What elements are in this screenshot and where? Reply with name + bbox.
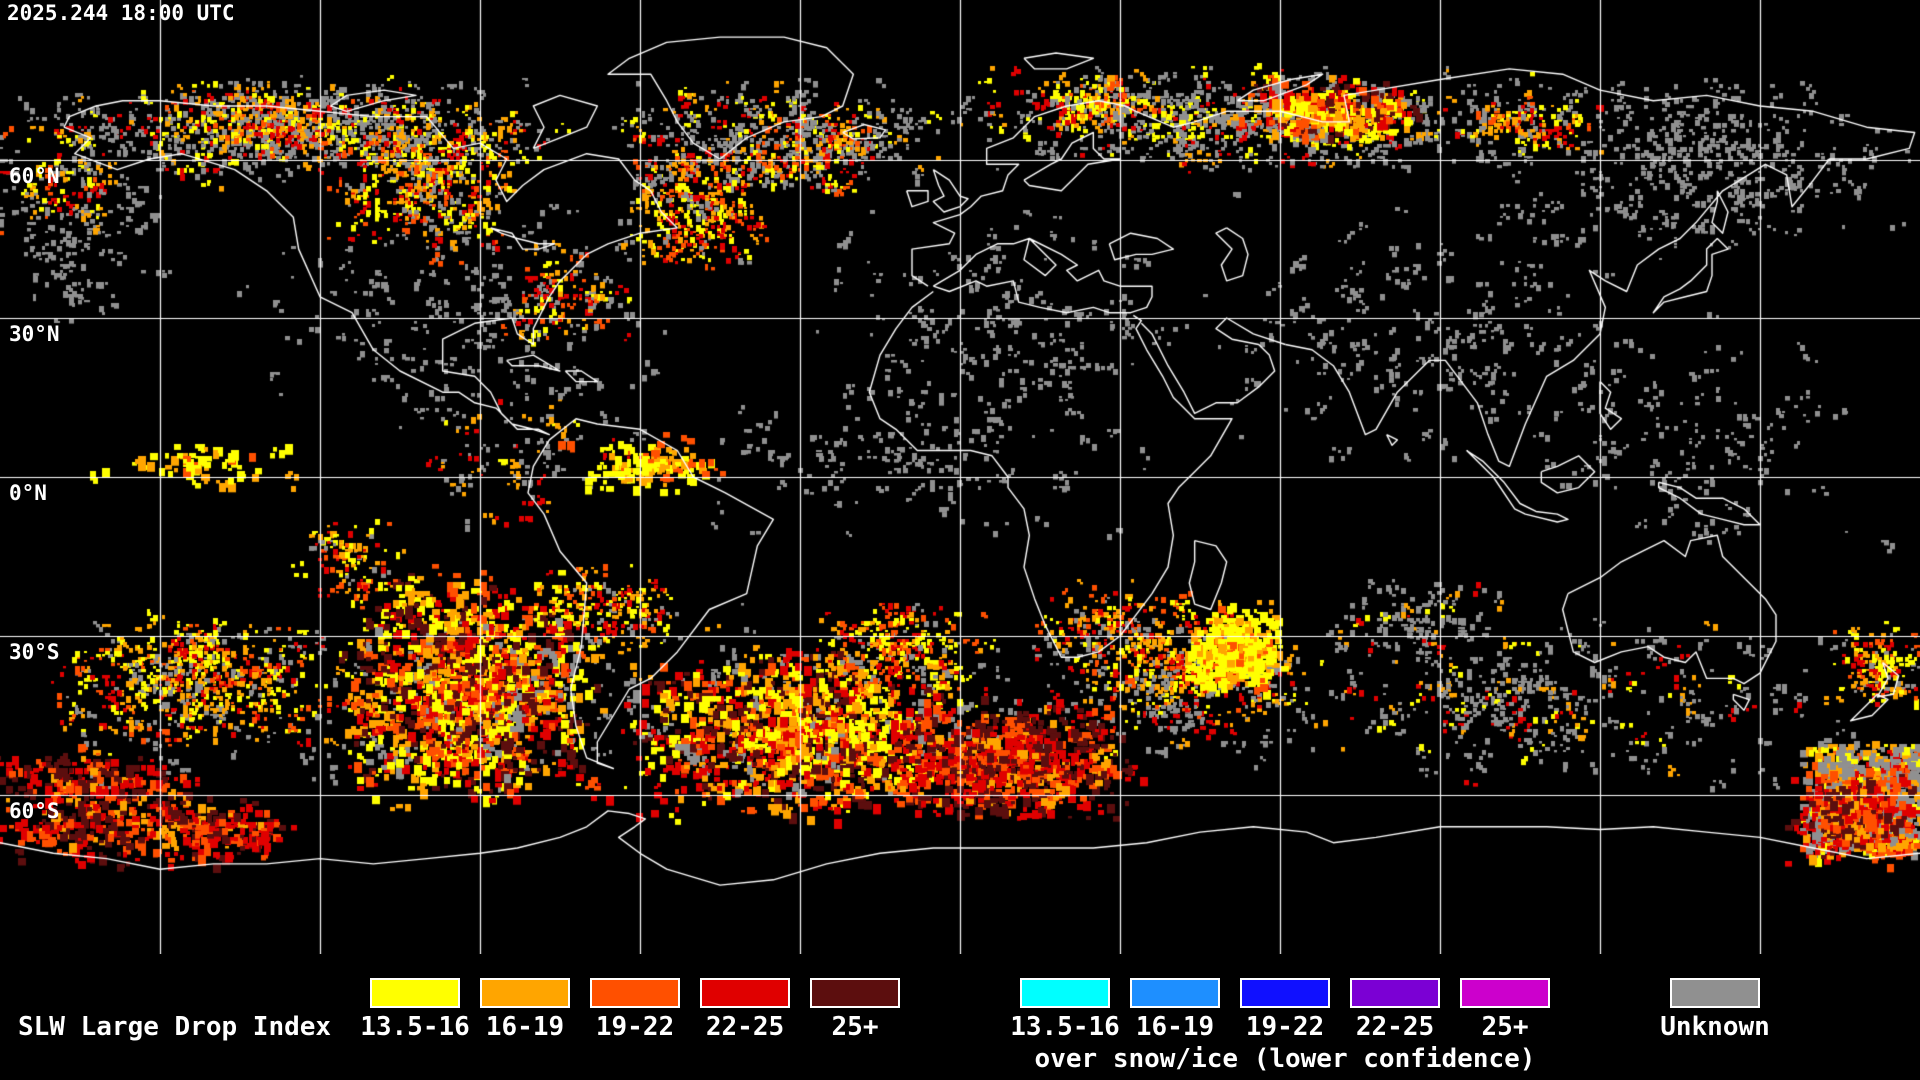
lat-label-30s: 30°S xyxy=(9,640,60,664)
lat-label-60s: 60°S xyxy=(9,799,60,823)
lat-label-30n: 30°N xyxy=(9,322,60,346)
legend-swatch xyxy=(1020,978,1110,1008)
lat-label-0n: 0°N xyxy=(9,481,47,505)
world-map-canvas xyxy=(0,0,1920,954)
legend-bin-label: 22-25 xyxy=(1355,1012,1435,1042)
legend-swatch xyxy=(1350,978,1440,1008)
legend-swatch xyxy=(1460,978,1550,1008)
legend-bin-label: 22-25 xyxy=(705,1012,785,1042)
legend-swatch xyxy=(1240,978,1330,1008)
legend-unknown-swatch xyxy=(1670,978,1760,1008)
legend-swatch xyxy=(590,978,680,1008)
legend-swatch xyxy=(480,978,570,1008)
lat-label-60n: 60°N xyxy=(9,164,60,188)
legend-unknown-label: Unknown xyxy=(1660,1012,1770,1042)
legend-bin-label: 16-19 xyxy=(1135,1012,1215,1042)
legend-bin-label: 13.5-16 xyxy=(360,1012,470,1042)
legend-bin-label: 19-22 xyxy=(1245,1012,1325,1042)
legend-title: SLW Large Drop Index xyxy=(18,1012,332,1042)
legend-swatch xyxy=(810,978,900,1008)
legend-snow-note: over snow/ice (lower confidence) xyxy=(1034,1044,1536,1074)
legend-swatch xyxy=(370,978,460,1008)
legend-bin-label: 16-19 xyxy=(485,1012,565,1042)
legend-swatch xyxy=(700,978,790,1008)
legend-bin-label: 25+ xyxy=(831,1012,879,1042)
legend-bin-label: 19-22 xyxy=(595,1012,675,1042)
legend-swatch xyxy=(1130,978,1220,1008)
timestamp: 2025.244 18:00 UTC xyxy=(7,1,235,25)
legend-bin-label: 13.5-16 xyxy=(1010,1012,1120,1042)
legend-bin-label: 25+ xyxy=(1481,1012,1529,1042)
